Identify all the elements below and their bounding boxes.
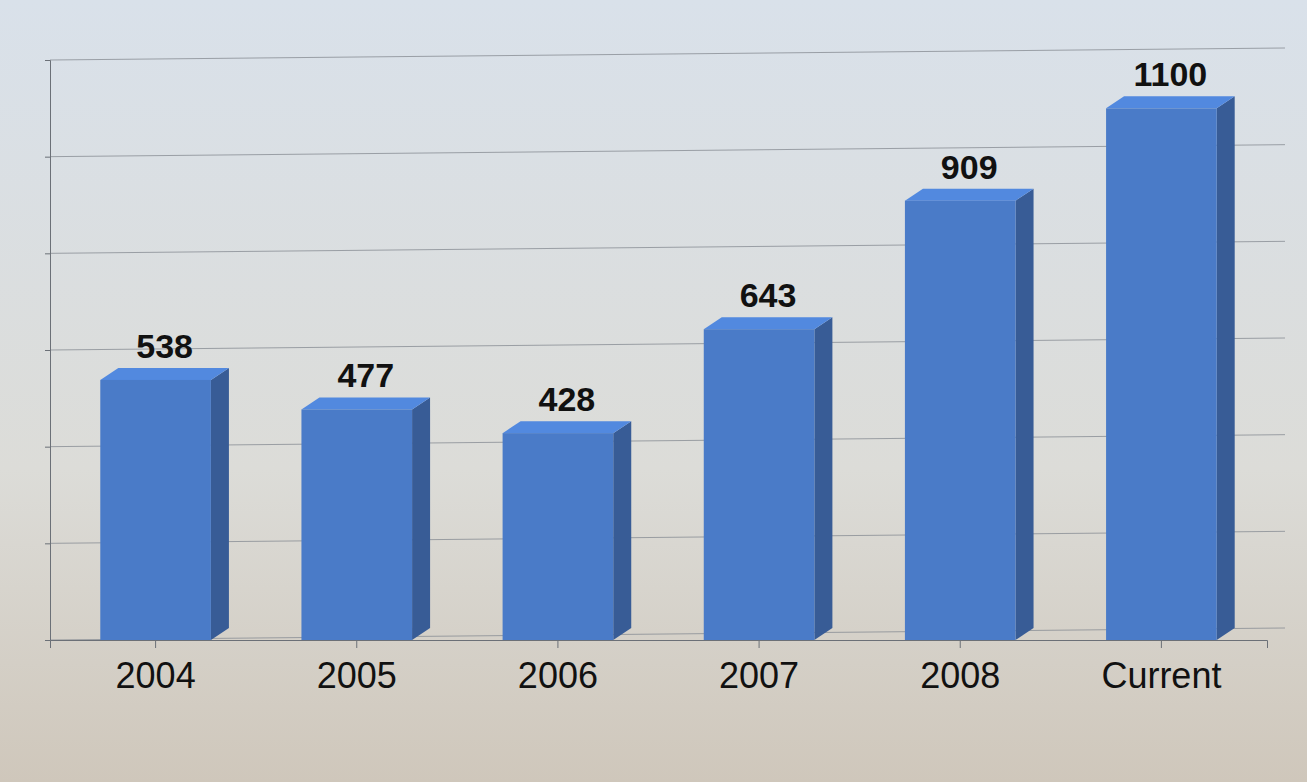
grid-line bbox=[50, 628, 1285, 640]
axis-line bbox=[45, 61, 51, 641]
data-labels: 538 477 428 643 909 1100 bbox=[136, 55, 1207, 418]
tick-mark bbox=[960, 640, 961, 648]
grid-line bbox=[50, 338, 1285, 350]
bar-group bbox=[704, 317, 833, 640]
tick: 2005 bbox=[317, 640, 397, 696]
tick bbox=[45, 157, 50, 158]
tick-mark bbox=[45, 543, 50, 544]
bar-top bbox=[100, 368, 229, 380]
grid-line bbox=[50, 435, 1285, 447]
bar-group bbox=[301, 397, 430, 640]
tick-mark bbox=[45, 447, 50, 448]
tick-label: 2005 bbox=[317, 655, 397, 696]
tick-mark bbox=[45, 350, 50, 351]
bar-side bbox=[1217, 96, 1235, 640]
axis-line bbox=[51, 641, 1268, 649]
bar-top bbox=[503, 421, 632, 433]
tick-label: 2006 bbox=[518, 655, 598, 696]
data-label: 1100 bbox=[1134, 55, 1208, 93]
bar-group bbox=[1106, 96, 1235, 640]
bars bbox=[100, 96, 1234, 640]
grid-line bbox=[50, 48, 1285, 60]
bar-side bbox=[814, 317, 832, 640]
bar-side bbox=[211, 368, 229, 640]
bar bbox=[704, 329, 815, 640]
x-axis: 2004 2005 2006 2007 2008 Current bbox=[51, 640, 1268, 696]
bar-top bbox=[704, 317, 833, 329]
grid bbox=[50, 48, 1285, 640]
tick: 2008 bbox=[920, 640, 1000, 696]
y-axis bbox=[45, 61, 51, 641]
data-label: 643 bbox=[740, 276, 797, 314]
bar-top bbox=[1106, 96, 1235, 108]
tick bbox=[45, 350, 50, 351]
tick-mark bbox=[45, 60, 50, 61]
data-label: 909 bbox=[941, 148, 998, 186]
tick: 2007 bbox=[719, 640, 799, 696]
grid-line bbox=[50, 241, 1285, 253]
tick bbox=[45, 60, 50, 61]
tick bbox=[45, 640, 50, 641]
bar-side bbox=[412, 397, 430, 640]
plot: 2004 2005 2006 2007 2008 Current 538 477 428 643 9… bbox=[45, 48, 1285, 696]
bar bbox=[301, 409, 412, 640]
bar-group bbox=[905, 189, 1034, 640]
bar bbox=[905, 201, 1016, 640]
tick-mark bbox=[1161, 640, 1162, 648]
tick bbox=[45, 447, 50, 448]
bar-side bbox=[613, 421, 631, 640]
grid-line bbox=[50, 145, 1285, 157]
bar-top bbox=[301, 397, 430, 409]
tick-mark bbox=[45, 253, 50, 254]
data-label: 428 bbox=[539, 380, 596, 418]
tick: 2004 bbox=[116, 640, 196, 696]
background bbox=[0, 0, 1307, 782]
tick-mark bbox=[759, 640, 760, 648]
tick-label: 2008 bbox=[920, 655, 1000, 696]
tick-label: 2004 bbox=[116, 655, 196, 696]
data-label: 538 bbox=[136, 327, 193, 365]
bar-top bbox=[905, 189, 1034, 201]
tick bbox=[45, 253, 50, 254]
bar-group bbox=[100, 368, 229, 640]
tick bbox=[45, 543, 50, 544]
tick-label: Current bbox=[1101, 655, 1221, 696]
bar bbox=[100, 380, 211, 640]
data-label: 477 bbox=[337, 356, 394, 394]
chart: 2004 2005 2006 2007 2008 Current 538 477 428 643 9… bbox=[0, 0, 1307, 782]
tick-mark bbox=[45, 640, 50, 641]
grid-line bbox=[50, 531, 1285, 543]
tick-mark bbox=[557, 640, 558, 648]
tick: Current bbox=[1101, 640, 1221, 696]
tick-mark bbox=[356, 640, 357, 648]
tick: 2006 bbox=[518, 640, 598, 696]
tick-mark bbox=[45, 157, 50, 158]
tick-mark bbox=[155, 640, 156, 648]
bar bbox=[1106, 108, 1217, 640]
bar-group bbox=[503, 421, 632, 640]
bar-side bbox=[1016, 189, 1034, 640]
bar bbox=[503, 433, 614, 640]
tick-label: 2007 bbox=[719, 655, 799, 696]
